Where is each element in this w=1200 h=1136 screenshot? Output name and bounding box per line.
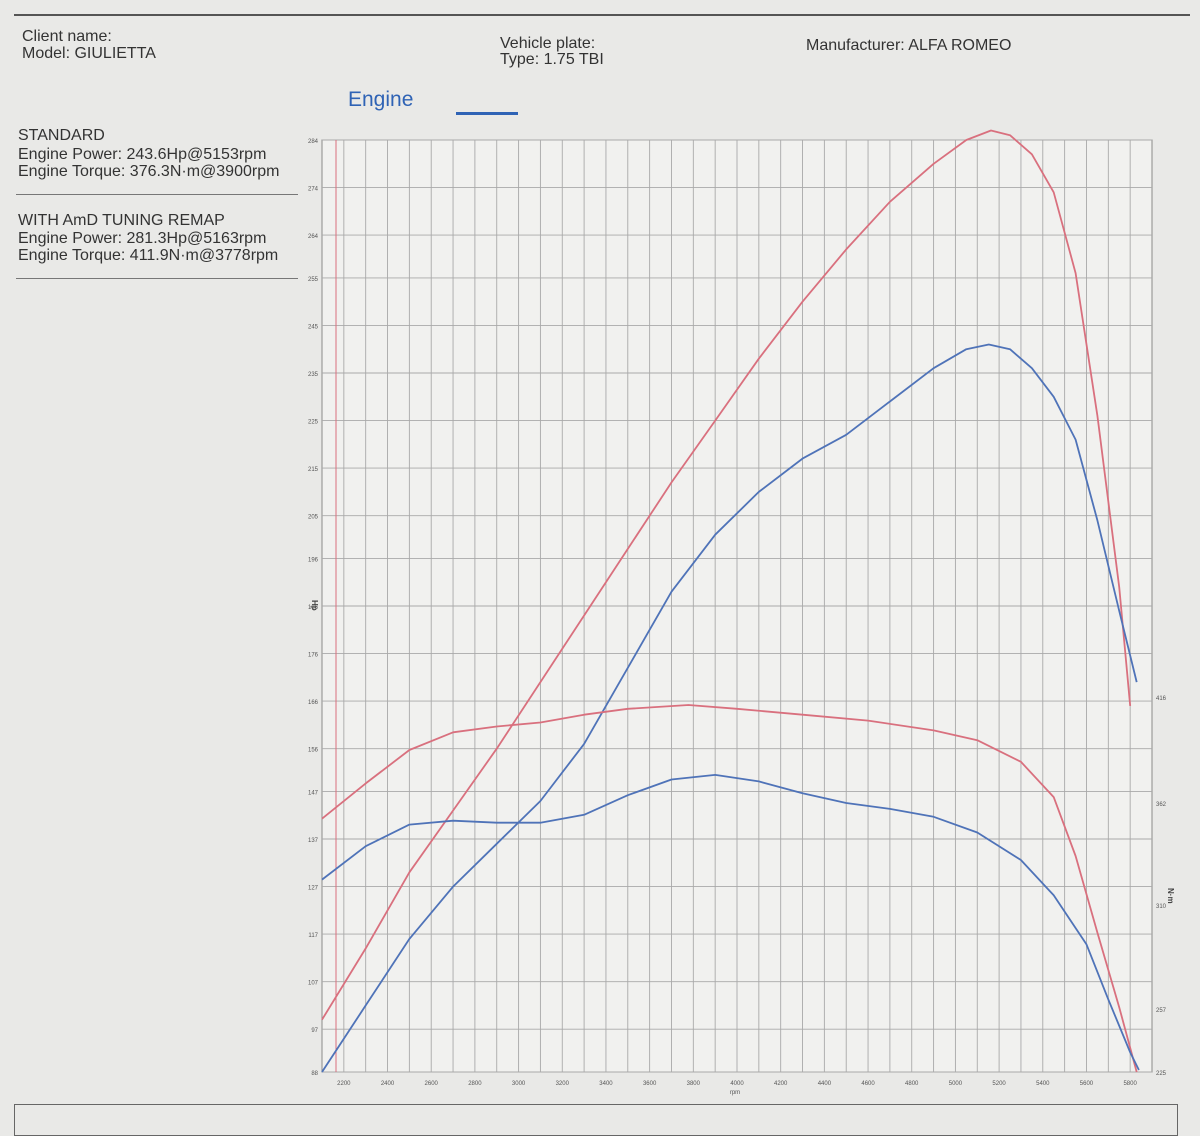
y-tick-label-left: 156	[308, 748, 319, 754]
y-tick-label-left: 186	[308, 605, 319, 611]
legend-label: Engine	[348, 88, 414, 111]
y-tick-label-right: 225	[1156, 1071, 1167, 1077]
x-tick-label: 4000	[730, 1081, 744, 1087]
remap-power: Engine Power: 281.3Hp@5163rpm	[18, 230, 267, 247]
torque-remap-line	[321, 704, 1138, 1073]
y-tick-label-left: 107	[308, 981, 319, 987]
manufacturer-label: Manufacturer: ALFA ROMEO	[806, 37, 1012, 54]
top-rule	[14, 14, 1190, 16]
x-tick-label: 4600	[861, 1081, 875, 1087]
x-tick-label: 5200	[992, 1081, 1006, 1087]
x-tick-label: 2600	[425, 1081, 439, 1087]
separator-line	[16, 278, 298, 279]
y-tick-label-left: 127	[308, 886, 319, 892]
y-tick-label-left: 147	[308, 790, 319, 796]
y-tick-label-left: 196	[308, 557, 319, 563]
footer-table	[14, 1104, 1178, 1136]
y-tick-label-left: 205	[308, 515, 319, 521]
x-tick-label: 2800	[468, 1081, 482, 1087]
x-tick-label: 2200	[337, 1081, 351, 1087]
x-tick-label: 3000	[512, 1081, 526, 1087]
y-tick-label-left: 264	[308, 234, 319, 240]
y-tick-label-left: 235	[308, 372, 319, 378]
y-tick-label-left: 274	[308, 187, 319, 193]
x-tick-label: 5600	[1080, 1081, 1094, 1087]
x-tick-label: 3200	[556, 1081, 570, 1087]
client-name-label: Client name:	[22, 28, 112, 45]
power-remap-line	[321, 129, 1132, 1021]
y-tick-label-left: 225	[308, 420, 319, 426]
y-tick-label-left: 117	[308, 933, 318, 939]
y-tick-label-left: 88	[311, 1071, 318, 1077]
x-axis-label: rpm	[730, 1090, 740, 1096]
y-tick-label-left: 97	[311, 1028, 318, 1034]
y-tick-label-left: 137	[308, 838, 319, 844]
power-standard-line	[321, 343, 1138, 1073]
model-label: Model: GIULIETTA	[22, 45, 156, 62]
y-tick-label-left: 166	[308, 700, 319, 706]
torque-standard-line	[321, 774, 1140, 1071]
x-tick-label: 5400	[1036, 1081, 1050, 1087]
y-tick-label-left: 176	[308, 653, 319, 659]
y-tick-label-left: 284	[308, 139, 319, 145]
x-tick-label: 3800	[687, 1081, 701, 1087]
standard-title: STANDARD	[18, 127, 105, 144]
remap-torque: Engine Torque: 411.9N·m@3778rpm	[18, 247, 279, 264]
y-axis-label-left: Hp	[310, 600, 319, 611]
standard-power: Engine Power: 243.6Hp@5153rpm	[18, 146, 267, 163]
x-tick-label: 3600	[643, 1081, 657, 1087]
remap-title: WITH AmD TUNING REMAP	[18, 212, 225, 229]
vehicle-plate-label: Vehicle plate:	[500, 35, 596, 52]
y-tick-label-left: 245	[308, 324, 319, 330]
y-axis-label-right: N·m	[1166, 888, 1175, 904]
y-tick-label-right: 257	[1156, 1008, 1167, 1014]
y-tick-label-left: 215	[308, 467, 319, 473]
x-tick-label: 5800	[1123, 1081, 1137, 1087]
y-tick-label-right: 310	[1156, 904, 1167, 910]
x-tick-label: 3400	[599, 1081, 613, 1087]
x-tick-label: 5000	[949, 1081, 963, 1087]
y-tick-label-right: 362	[1156, 802, 1167, 808]
legend-swatch	[456, 112, 518, 115]
y-tick-label-left: 255	[308, 277, 319, 283]
x-tick-label: 4200	[774, 1081, 788, 1087]
y-tick-label-right: 416	[1156, 696, 1167, 702]
x-tick-label: 4800	[905, 1081, 919, 1087]
x-tick-label: 4400	[818, 1081, 832, 1087]
x-tick-label: 2400	[381, 1081, 395, 1087]
separator-line	[16, 194, 298, 195]
standard-torque: Engine Torque: 376.3N·m@3900rpm	[18, 163, 280, 180]
type-label: Type: 1.75 TBI	[500, 51, 604, 68]
